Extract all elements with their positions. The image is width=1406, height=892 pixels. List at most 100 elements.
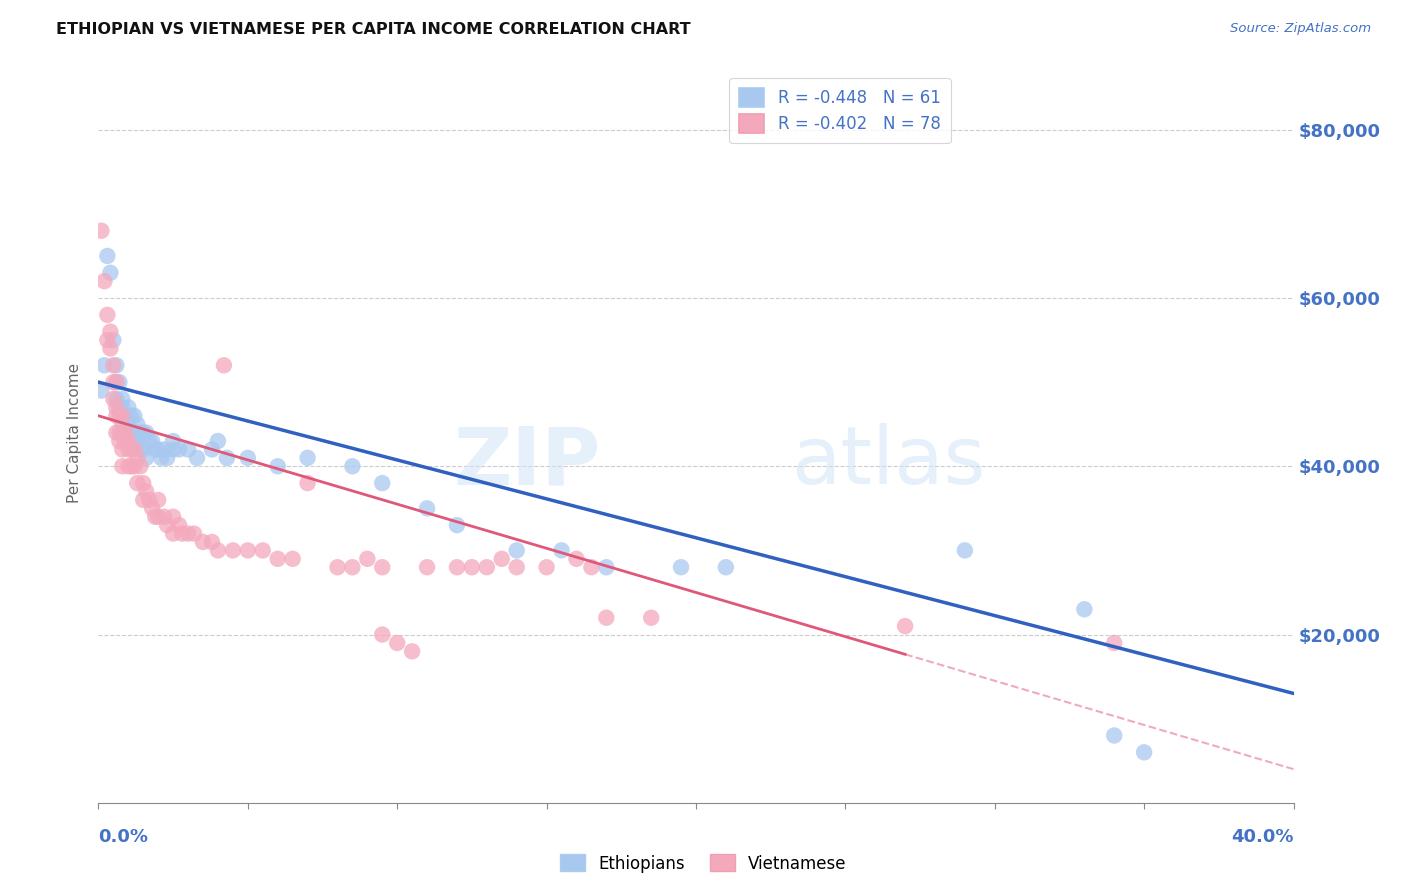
Point bbox=[446, 518, 468, 533]
Point bbox=[90, 384, 112, 398]
Point bbox=[506, 543, 529, 558]
Point bbox=[108, 375, 131, 389]
Point bbox=[124, 434, 146, 448]
Point bbox=[108, 401, 131, 415]
Point bbox=[491, 551, 513, 566]
Text: atlas: atlas bbox=[792, 423, 986, 501]
Legend: R = -0.448   N = 61, R = -0.402   N = 78: R = -0.448 N = 61, R = -0.402 N = 78 bbox=[730, 78, 950, 144]
Point bbox=[111, 417, 134, 432]
Point bbox=[105, 375, 128, 389]
Point bbox=[267, 459, 290, 474]
Point bbox=[135, 450, 157, 465]
Point bbox=[1104, 729, 1126, 743]
Point bbox=[148, 509, 170, 524]
Point bbox=[595, 610, 617, 624]
Point bbox=[212, 359, 235, 373]
Point bbox=[103, 392, 125, 406]
Point bbox=[103, 375, 125, 389]
Text: ZIP: ZIP bbox=[453, 423, 600, 501]
Point bbox=[105, 409, 128, 423]
Point bbox=[536, 560, 558, 574]
Point bbox=[162, 442, 184, 457]
Point bbox=[1073, 602, 1095, 616]
Point bbox=[98, 325, 122, 339]
Point bbox=[401, 644, 423, 658]
Point bbox=[124, 409, 146, 423]
Point bbox=[153, 442, 176, 457]
Point bbox=[172, 526, 194, 541]
Point bbox=[186, 450, 208, 465]
Point bbox=[105, 425, 128, 440]
Point bbox=[135, 425, 157, 440]
Point bbox=[96, 308, 118, 322]
Point bbox=[236, 543, 259, 558]
Point bbox=[120, 425, 142, 440]
Point bbox=[162, 509, 184, 524]
Point bbox=[148, 442, 170, 457]
Point bbox=[96, 249, 118, 263]
Point bbox=[111, 425, 134, 440]
Text: 40.0%: 40.0% bbox=[1232, 828, 1294, 846]
Point bbox=[120, 409, 142, 423]
Point bbox=[93, 359, 115, 373]
Point bbox=[114, 425, 136, 440]
Point bbox=[141, 434, 163, 448]
Text: ETHIOPIAN VS VIETNAMESE PER CAPITA INCOME CORRELATION CHART: ETHIOPIAN VS VIETNAMESE PER CAPITA INCOM… bbox=[56, 22, 690, 37]
Point bbox=[252, 543, 274, 558]
Point bbox=[342, 560, 364, 574]
Point bbox=[356, 551, 378, 566]
Point bbox=[201, 535, 224, 549]
Point bbox=[105, 359, 128, 373]
Point bbox=[90, 224, 112, 238]
Point bbox=[297, 450, 319, 465]
Point bbox=[132, 442, 155, 457]
Point bbox=[167, 442, 190, 457]
Point bbox=[127, 417, 149, 432]
Point bbox=[124, 442, 146, 457]
Point bbox=[129, 425, 152, 440]
Point bbox=[105, 392, 128, 406]
Point bbox=[669, 560, 692, 574]
Point bbox=[953, 543, 976, 558]
Point bbox=[105, 401, 128, 415]
Point bbox=[150, 450, 173, 465]
Point bbox=[108, 425, 131, 440]
Point bbox=[207, 434, 229, 448]
Point bbox=[148, 492, 170, 507]
Point bbox=[127, 476, 149, 491]
Point bbox=[201, 442, 224, 457]
Point bbox=[581, 560, 603, 574]
Point bbox=[714, 560, 737, 574]
Point bbox=[385, 636, 409, 650]
Point bbox=[117, 401, 139, 415]
Point bbox=[111, 409, 134, 423]
Point bbox=[143, 509, 166, 524]
Point bbox=[894, 619, 917, 633]
Point bbox=[117, 434, 139, 448]
Point bbox=[117, 417, 139, 432]
Point bbox=[215, 450, 238, 465]
Y-axis label: Per Capita Income: Per Capita Income bbox=[67, 362, 83, 503]
Point bbox=[129, 442, 152, 457]
Point bbox=[117, 442, 139, 457]
Point bbox=[108, 409, 131, 423]
Point bbox=[156, 518, 179, 533]
Point bbox=[640, 610, 662, 624]
Point bbox=[167, 518, 190, 533]
Point bbox=[105, 375, 128, 389]
Point bbox=[114, 434, 136, 448]
Point bbox=[416, 501, 439, 516]
Point bbox=[138, 434, 160, 448]
Point bbox=[111, 401, 134, 415]
Point bbox=[550, 543, 572, 558]
Point bbox=[461, 560, 484, 574]
Point bbox=[177, 442, 200, 457]
Point bbox=[416, 560, 439, 574]
Point bbox=[1133, 745, 1156, 759]
Point bbox=[153, 509, 176, 524]
Point bbox=[96, 333, 118, 347]
Point bbox=[124, 459, 146, 474]
Point bbox=[114, 409, 136, 423]
Point bbox=[103, 359, 125, 373]
Point bbox=[191, 535, 214, 549]
